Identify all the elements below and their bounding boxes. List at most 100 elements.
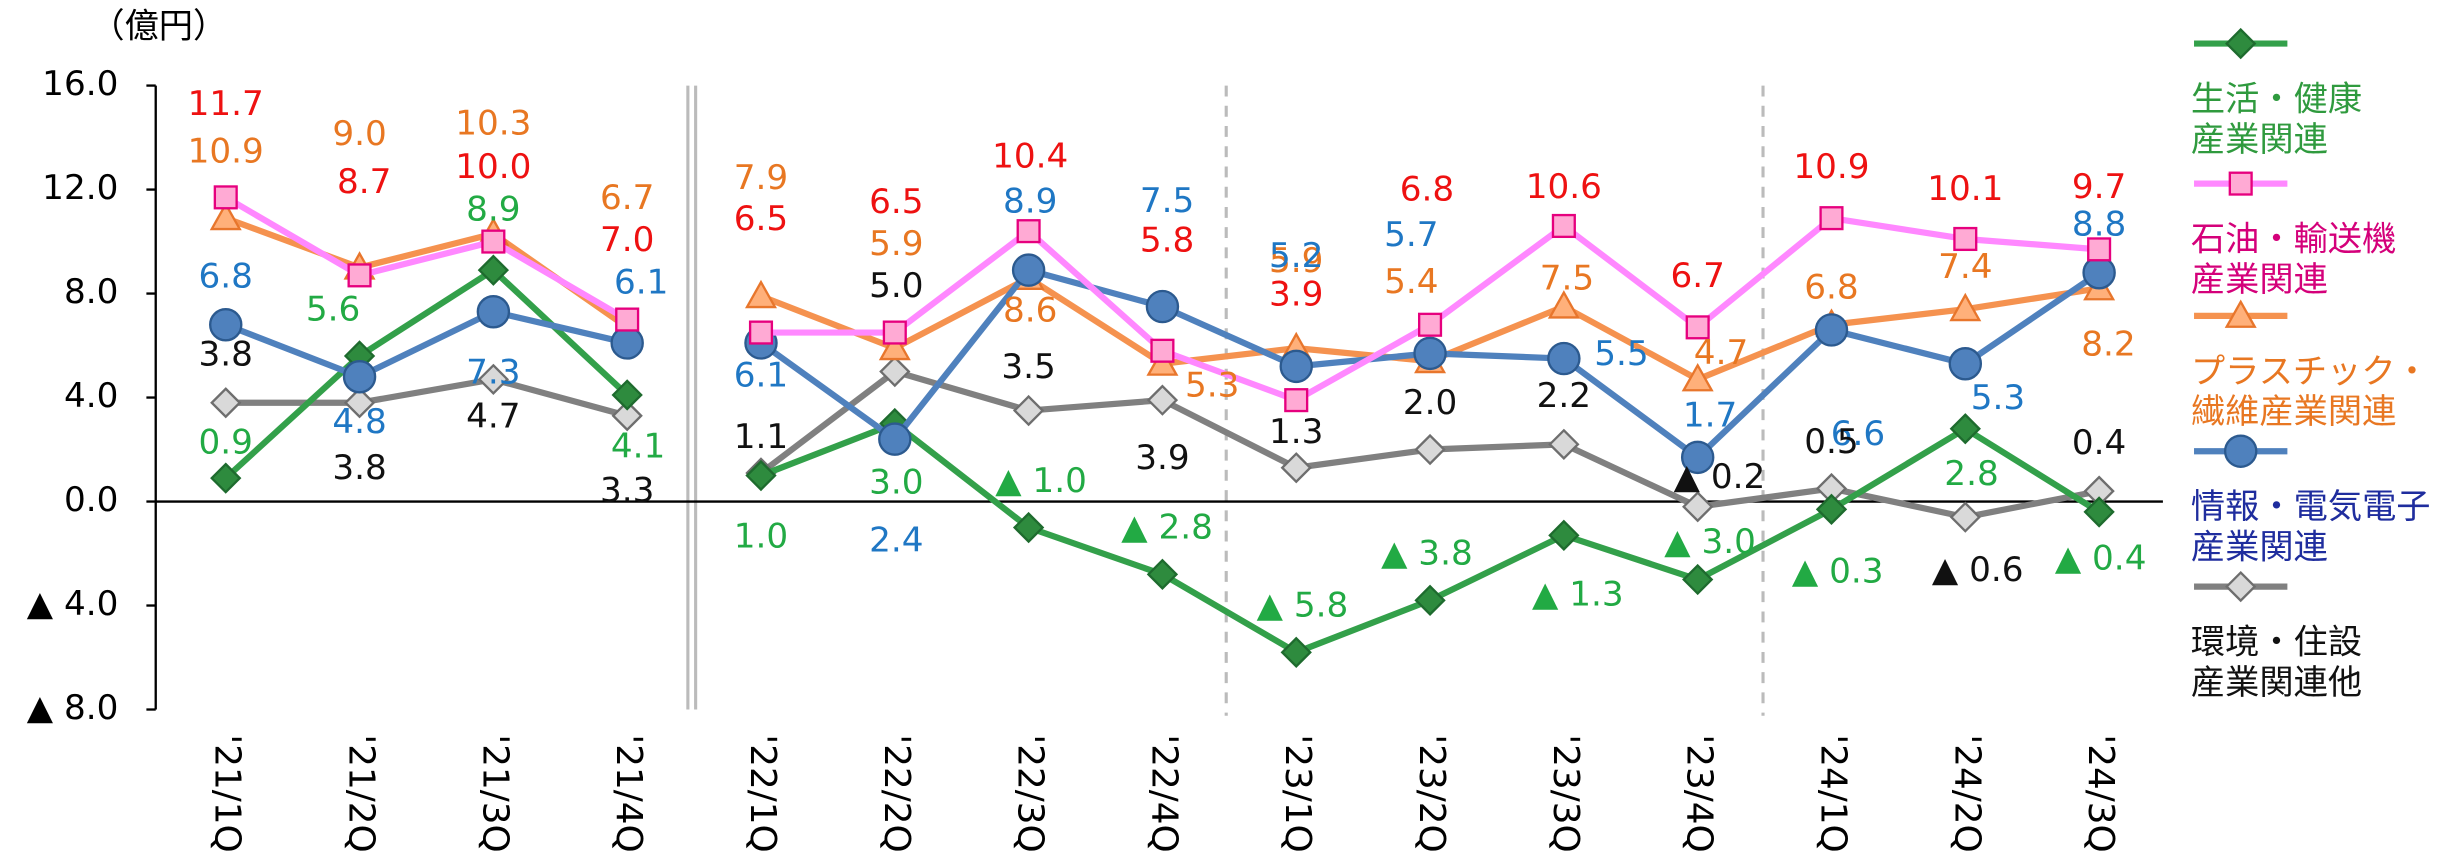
legend-entry: 生活・健康 産業関連	[2191, 81, 2362, 160]
data-point	[1819, 206, 1844, 231]
data-point	[1150, 338, 1175, 363]
legend-entry: 石油・輸送機 産業関連	[2190, 220, 2397, 301]
data-label: 3.5	[1001, 347, 1055, 387]
data-label: 6.7	[600, 178, 654, 218]
data-label: 10.0	[455, 147, 531, 187]
x-tick-label: '21/2Q	[341, 734, 382, 852]
data-label: 7.5	[1540, 259, 1594, 299]
legend-marker	[2225, 570, 2257, 603]
x-tick-label: '21/1Q	[207, 734, 248, 852]
y-tick-label: 12.0	[42, 168, 118, 208]
data-label: 2.8	[1944, 454, 1998, 494]
data-label: 7.4	[1938, 247, 1992, 287]
data-label: ▲ 2.8	[1121, 508, 1213, 548]
x-tick-label: '24/3Q	[2080, 734, 2121, 852]
data-label: 4.1	[611, 426, 665, 466]
data-point	[1949, 413, 1981, 445]
data-point	[1682, 491, 1714, 523]
data-label: 5.6	[306, 289, 360, 329]
x-tick-label: '23/2Q	[1411, 734, 1452, 852]
data-label: 4.8	[332, 402, 386, 442]
data-label: 0.5	[1804, 422, 1858, 462]
data-point	[1551, 213, 1576, 239]
data-label: 5.9	[869, 224, 923, 264]
data-label: 8.6	[1003, 291, 1057, 331]
legend-marker	[2228, 171, 2253, 196]
data-label: ▲ 0.6	[1932, 550, 2024, 590]
data-point	[210, 387, 242, 419]
data-point	[745, 459, 777, 492]
series-line	[223, 267, 630, 481]
data-point	[481, 229, 506, 254]
data-label: 0.4	[2072, 423, 2126, 463]
data-point	[209, 308, 243, 342]
data-point	[610, 326, 644, 360]
data-point	[2082, 256, 2116, 290]
data-label: 6.8	[199, 257, 253, 297]
data-label: ▲ 0.2	[1674, 457, 1766, 497]
data-point	[1284, 388, 1309, 413]
series-line	[224, 308, 628, 380]
data-label: ▲ 0.3	[1792, 552, 1884, 592]
y-tick-label: 4.0	[64, 376, 118, 416]
data-label: 5.8	[1140, 220, 1194, 260]
data-point	[1016, 219, 1041, 244]
x-tick-label: '23/1Q	[1277, 734, 1318, 852]
data-point	[1547, 290, 1580, 319]
data-point	[1146, 384, 1179, 416]
y-tick-label: 0.0	[64, 480, 118, 520]
data-point	[1680, 440, 1715, 475]
legend-label: 環境・住設 産業関連他	[2190, 623, 2363, 704]
data-point	[1414, 433, 1446, 466]
data-label: 11.7	[188, 84, 264, 124]
data-label: 4.7	[1694, 333, 1748, 373]
data-label: 10.1	[1927, 169, 2003, 209]
data-point	[2083, 496, 2115, 528]
data-label: 8.9	[1003, 182, 1057, 222]
data-label: 7.0	[600, 220, 654, 260]
legend-label: 石油・輸送機 産業関連	[2190, 220, 2397, 301]
y-tick-label: 8.0	[64, 272, 118, 312]
x-tick-label: '23/4Q	[1679, 734, 1720, 852]
data-label: 7.5	[1140, 181, 1194, 221]
data-label: 6.1	[614, 262, 668, 302]
data-label: ▲ 1.0	[995, 461, 1087, 501]
x-tick-label: '21/3Q	[474, 734, 515, 852]
data-label: 9.7	[2072, 167, 2126, 207]
data-point	[210, 462, 242, 494]
data-point	[882, 320, 907, 345]
data-label: 8.9	[466, 190, 520, 230]
x-tick-label: '21/4Q	[608, 734, 649, 852]
data-label: 8.8	[2072, 205, 2126, 245]
data-label: 9.0	[332, 114, 386, 154]
data-point	[1413, 336, 1447, 371]
data-point	[477, 363, 510, 396]
y-tick-label: ▲ 8.0	[27, 688, 119, 728]
data-label: 3.8	[199, 335, 253, 375]
data-label: 10.6	[1526, 167, 1602, 207]
data-label: 3.0	[869, 463, 923, 503]
legend-label: プラスチック・ 繊維産業関連	[2190, 353, 2430, 433]
data-point	[1815, 493, 1848, 525]
data-point	[1414, 584, 1446, 616]
data-point	[878, 422, 912, 456]
legend-label: 情報・電気電子 産業関連	[2190, 488, 2431, 568]
data-point	[1548, 428, 1580, 460]
legend-marker	[2224, 299, 2257, 328]
legend-marker	[2223, 434, 2258, 468]
data-label: 2.2	[1537, 376, 1591, 416]
x-tick-label: '24/1Q	[1812, 734, 1853, 852]
y-unit: （億円）	[90, 7, 227, 47]
data-label: 5.2	[1269, 236, 1323, 276]
data-label: 6.7	[1670, 256, 1724, 296]
data-label: 10.9	[1793, 147, 1869, 187]
data-point	[1685, 315, 1710, 340]
data-point	[611, 400, 643, 432]
data-label: 5.7	[1384, 215, 1438, 255]
data-point	[213, 185, 238, 210]
data-label: 5.4	[1384, 262, 1438, 302]
data-label: 2.4	[869, 520, 923, 560]
data-label: 10.9	[188, 131, 264, 171]
data-point	[342, 360, 377, 394]
data-label: ▲ 3.8	[1381, 534, 1473, 574]
